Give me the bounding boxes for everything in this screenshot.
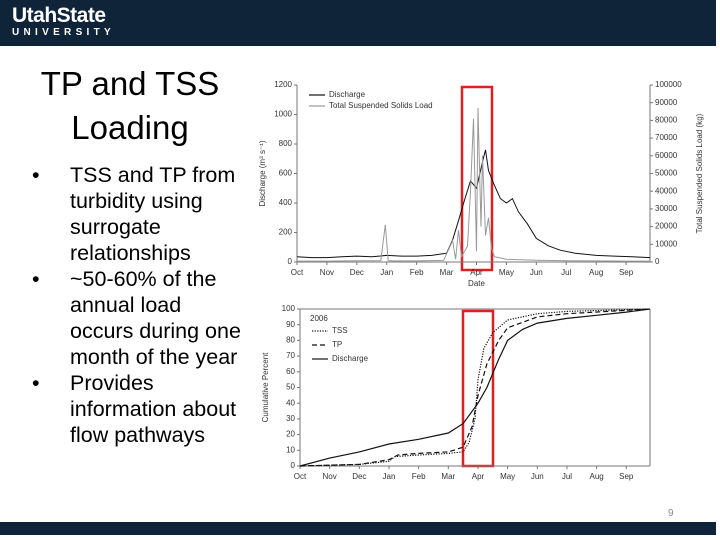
legend-label: Discharge <box>329 90 366 99</box>
x-tick-label: Oct <box>294 472 307 481</box>
y-tick-label: 50 <box>286 383 295 392</box>
x-tick-label: Mar <box>441 472 455 481</box>
data-line <box>297 107 650 262</box>
logo-top: UtahState <box>12 4 106 27</box>
x-tick-label: Jan <box>383 472 396 481</box>
title-line: TP and TSS <box>40 65 220 102</box>
highlight-box <box>461 309 495 468</box>
legend-label: Discharge <box>332 354 369 363</box>
y-tick-label: 10 <box>286 445 295 454</box>
title-line: Loading <box>71 109 189 146</box>
x-tick-label: May <box>499 268 514 277</box>
y-tick-label: 80 <box>286 336 295 345</box>
y2-tick-label: 90000 <box>655 98 678 107</box>
y-tick-label: 40 <box>286 398 295 407</box>
y2-tick-label: 100000 <box>655 80 682 89</box>
data-line <box>299 308 651 467</box>
data-line <box>296 149 651 259</box>
x-axis-label: Date <box>468 279 485 288</box>
x-tick-label: Nov <box>323 472 337 481</box>
y-tick-label: 60 <box>286 367 295 376</box>
y2-tick-label: 50000 <box>655 169 678 178</box>
bullet: ~50-60% of the annual load occurs during… <box>32 266 248 370</box>
page-number: 9 <box>668 508 674 519</box>
y2-tick-label: 40000 <box>655 186 678 195</box>
bullet: TSS and TP from turbidity using surrogat… <box>32 162 248 266</box>
x-tick-label: Nov <box>320 268 334 277</box>
x-tick-label: Mar <box>440 268 454 277</box>
charts: 0200400600800100012000100002000030000400… <box>258 80 704 481</box>
y-tick-label: 100 <box>282 304 296 313</box>
x-tick-label: Aug <box>589 268 603 277</box>
data-line <box>299 308 651 467</box>
y-tick-label: 20 <box>286 430 295 439</box>
x-tick-label: May <box>500 472 515 481</box>
y-tick-label: 1000 <box>274 110 292 119</box>
logo-bottom: UNIVERSITY <box>12 27 116 38</box>
x-tick-label: Oct <box>291 268 304 277</box>
y-tick-label: 200 <box>279 228 293 237</box>
y2-axis-label: Total Suspended Solids Load (kg) <box>695 113 704 233</box>
legend-title: 2006 <box>310 314 328 323</box>
x-tick-label: Dec <box>350 268 364 277</box>
x-tick-label: Jul <box>562 472 572 481</box>
x-tick-label: Aug <box>589 472 603 481</box>
y-tick-label: 800 <box>279 139 293 148</box>
y-tick-label: 1200 <box>274 80 292 89</box>
y-tick-label: 70 <box>286 351 295 360</box>
bullet: Provides information about flow pathways <box>32 370 248 448</box>
legend-label: Total Suspended Solids Load <box>329 101 433 110</box>
y-axis-label: Discharge (m³ s⁻¹) <box>258 140 267 206</box>
y-tick-label: 0 <box>291 461 296 470</box>
x-tick-label: Jun <box>530 268 543 277</box>
x-tick-label: Feb <box>412 472 426 481</box>
y-tick-label: 90 <box>286 320 295 329</box>
y2-tick-label: 60000 <box>655 151 678 160</box>
x-tick-label: Dec <box>352 472 366 481</box>
y2-tick-label: 70000 <box>655 133 678 142</box>
x-tick-label: Feb <box>410 268 424 277</box>
header-bar: UtahState UNIVERSITY <box>0 0 716 46</box>
y-tick-label: 600 <box>279 169 293 178</box>
x-tick-label: Jul <box>561 268 571 277</box>
x-tick-label: Jun <box>531 472 544 481</box>
legend-label: TSS <box>332 326 348 335</box>
y-axis-label: Cumulative Percent <box>261 352 270 423</box>
x-tick-label: Sep <box>619 268 634 277</box>
y-tick-label: 400 <box>279 198 293 207</box>
footer-bar <box>0 522 716 535</box>
bullet-list: TSS and TP from turbidity using surrogat… <box>26 162 248 448</box>
x-tick-label: Apr <box>470 268 483 277</box>
y2-tick-label: 0 <box>655 257 660 266</box>
slide-title: TP and TSS Loading <box>20 62 240 150</box>
y-tick-label: 30 <box>286 414 295 423</box>
data-line <box>299 308 651 467</box>
x-tick-label: Sep <box>619 472 634 481</box>
y2-tick-label: 20000 <box>655 222 678 231</box>
y2-tick-label: 80000 <box>655 116 678 125</box>
x-tick-label: Apr <box>472 472 485 481</box>
x-tick-label: Jan <box>380 268 393 277</box>
legend-label: TP <box>332 340 342 349</box>
y2-tick-label: 30000 <box>655 204 678 213</box>
y-tick-label: 0 <box>288 257 293 266</box>
y2-tick-label: 10000 <box>655 239 678 248</box>
